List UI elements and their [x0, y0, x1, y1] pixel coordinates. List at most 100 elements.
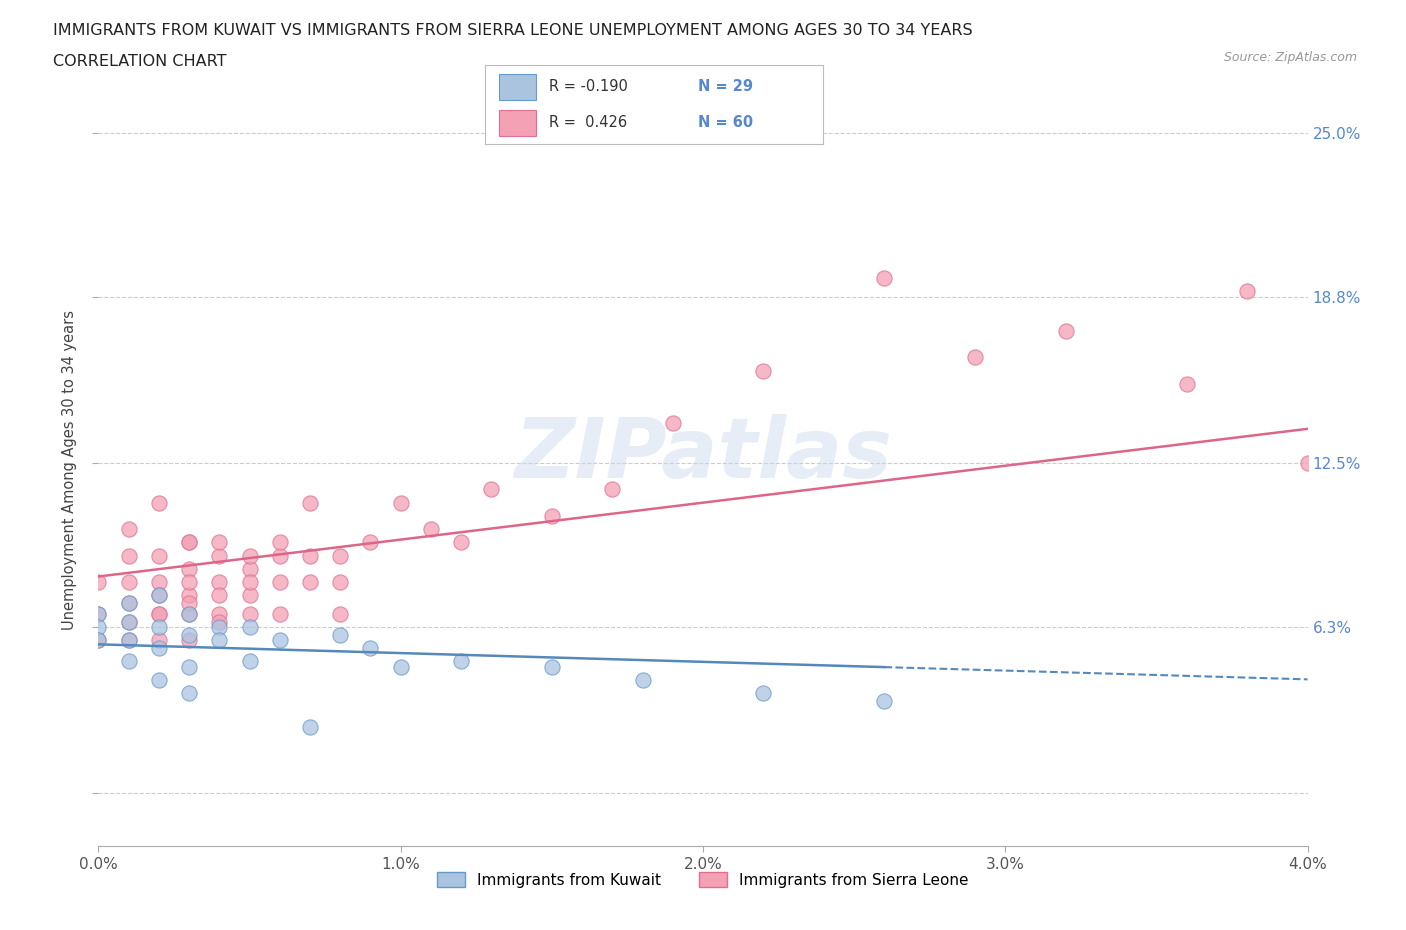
Point	[420, 522, 443, 537]
Point	[179, 628, 201, 643]
Point	[299, 496, 322, 511]
Point	[269, 548, 291, 563]
Point	[360, 535, 382, 550]
Point	[148, 632, 170, 647]
Point	[118, 596, 141, 611]
Point	[269, 606, 291, 621]
Point	[602, 482, 624, 497]
Point	[179, 562, 201, 577]
Point	[1296, 456, 1319, 471]
Point	[661, 416, 683, 431]
Point	[239, 619, 262, 634]
Point	[239, 588, 262, 603]
Point	[208, 632, 231, 647]
Point	[87, 606, 110, 621]
Point	[118, 575, 141, 590]
Point	[208, 535, 231, 550]
Point	[873, 271, 896, 286]
Point	[148, 606, 170, 621]
Point	[631, 672, 654, 687]
Point	[179, 632, 201, 647]
Point	[179, 685, 201, 700]
Y-axis label: Unemployment Among Ages 30 to 34 years: Unemployment Among Ages 30 to 34 years	[62, 310, 77, 630]
Text: R =  0.426: R = 0.426	[550, 115, 627, 130]
Point	[329, 548, 352, 563]
Point	[540, 659, 562, 674]
Point	[1236, 284, 1258, 299]
Point	[389, 496, 412, 511]
Point	[148, 619, 170, 634]
Point	[148, 641, 170, 656]
Point	[965, 350, 987, 365]
Point	[118, 522, 141, 537]
Point	[208, 619, 231, 634]
Point	[299, 575, 322, 590]
Point	[208, 548, 231, 563]
Point	[329, 575, 352, 590]
Point	[148, 588, 170, 603]
Point	[208, 588, 231, 603]
Point	[239, 654, 262, 669]
Point	[329, 628, 352, 643]
Point	[481, 482, 503, 497]
Point	[148, 672, 170, 687]
Text: IMMIGRANTS FROM KUWAIT VS IMMIGRANTS FROM SIERRA LEONE UNEMPLOYMENT AMONG AGES 3: IMMIGRANTS FROM KUWAIT VS IMMIGRANTS FRO…	[53, 23, 973, 38]
Point	[148, 496, 170, 511]
Point	[239, 575, 262, 590]
Point	[87, 606, 110, 621]
Point	[118, 614, 141, 629]
Point	[118, 632, 141, 647]
Point	[148, 606, 170, 621]
Point	[179, 535, 201, 550]
Point	[540, 509, 562, 524]
Point	[208, 575, 231, 590]
Point	[360, 641, 382, 656]
Point	[239, 562, 262, 577]
Text: R = -0.190: R = -0.190	[550, 79, 628, 94]
Point	[179, 606, 201, 621]
Point	[299, 720, 322, 735]
Point	[1054, 324, 1077, 339]
Point	[118, 614, 141, 629]
Point	[87, 619, 110, 634]
Point	[269, 632, 291, 647]
Point	[87, 632, 110, 647]
Point	[450, 535, 472, 550]
Point	[389, 659, 412, 674]
Point	[148, 588, 170, 603]
FancyBboxPatch shape	[499, 110, 536, 137]
Text: N = 60: N = 60	[697, 115, 752, 130]
Point	[752, 363, 775, 378]
Point	[269, 575, 291, 590]
Text: CORRELATION CHART: CORRELATION CHART	[53, 54, 226, 69]
Point	[179, 596, 201, 611]
Point	[118, 654, 141, 669]
Text: N = 29: N = 29	[697, 79, 752, 94]
Point	[1175, 377, 1198, 392]
Point	[179, 659, 201, 674]
FancyBboxPatch shape	[499, 73, 536, 100]
Point	[118, 596, 141, 611]
Point	[179, 588, 201, 603]
Point	[208, 606, 231, 621]
Point	[179, 606, 201, 621]
Point	[87, 575, 110, 590]
Point	[873, 694, 896, 709]
Point	[299, 548, 322, 563]
Text: ZIPatlas: ZIPatlas	[515, 414, 891, 495]
Point	[148, 548, 170, 563]
Point	[208, 614, 231, 629]
Point	[239, 548, 262, 563]
Point	[239, 606, 262, 621]
Point	[179, 535, 201, 550]
Text: Source: ZipAtlas.com: Source: ZipAtlas.com	[1223, 51, 1357, 64]
Point	[752, 685, 775, 700]
Point	[269, 535, 291, 550]
Point	[179, 575, 201, 590]
Point	[450, 654, 472, 669]
Legend: Immigrants from Kuwait, Immigrants from Sierra Leone: Immigrants from Kuwait, Immigrants from …	[430, 864, 976, 896]
Point	[148, 575, 170, 590]
Point	[329, 606, 352, 621]
Point	[118, 548, 141, 563]
Point	[87, 632, 110, 647]
